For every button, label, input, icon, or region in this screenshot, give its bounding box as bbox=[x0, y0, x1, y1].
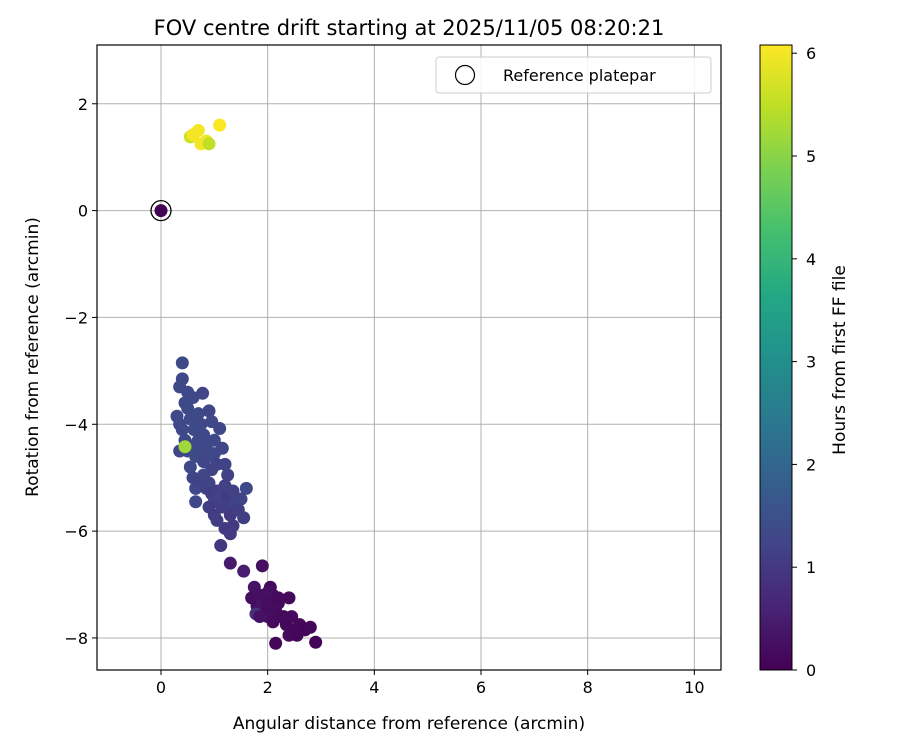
data-point bbox=[218, 457, 232, 471]
data-point bbox=[309, 635, 323, 649]
data-point bbox=[202, 476, 216, 490]
data-point bbox=[255, 559, 269, 573]
x-tick-label: 2 bbox=[263, 678, 273, 697]
y-tick-label: 0 bbox=[78, 202, 88, 221]
legend-entry-label: Reference platepar bbox=[503, 66, 656, 85]
data-point bbox=[154, 204, 168, 218]
chart-title: FOV centre drift starting at 2025/11/05 … bbox=[154, 16, 665, 40]
legend-marker-icon bbox=[454, 64, 476, 86]
x-tick-label: 8 bbox=[583, 678, 593, 697]
data-point bbox=[274, 610, 288, 624]
reference-marker-layer bbox=[150, 199, 172, 222]
y-tick-label: −8 bbox=[64, 629, 88, 648]
data-point bbox=[253, 610, 267, 624]
data-point bbox=[210, 513, 224, 527]
data-point bbox=[221, 468, 235, 482]
data-point bbox=[223, 556, 237, 570]
data-point bbox=[215, 441, 229, 455]
colorbar-tick-label: 4 bbox=[806, 250, 816, 269]
y-axis-ticks: 2 0 −2 −4 −6 −8 bbox=[64, 95, 97, 648]
colorbar-tick-label: 5 bbox=[806, 147, 816, 166]
colorbar-label: Hours from first FF file bbox=[830, 265, 850, 455]
data-point bbox=[282, 591, 296, 605]
data-point bbox=[285, 610, 299, 624]
data-points bbox=[154, 118, 323, 650]
data-point bbox=[196, 386, 210, 400]
data-point bbox=[234, 492, 248, 506]
data-point bbox=[199, 439, 213, 453]
legend: Reference platepar bbox=[435, 56, 712, 94]
data-point bbox=[263, 599, 277, 613]
data-point bbox=[194, 417, 208, 431]
data-point bbox=[237, 564, 251, 578]
colorbar bbox=[759, 44, 793, 671]
data-point bbox=[261, 586, 275, 600]
data-point bbox=[269, 636, 283, 650]
x-tick-label: 10 bbox=[684, 678, 704, 697]
reference-platepar-marker bbox=[150, 199, 172, 222]
grid bbox=[97, 45, 721, 670]
data-point bbox=[239, 481, 253, 495]
y-tick-label: 2 bbox=[78, 95, 88, 114]
x-tick-label: 4 bbox=[369, 678, 379, 697]
colorbar-tick-label: 0 bbox=[806, 661, 816, 680]
data-point bbox=[226, 484, 240, 498]
data-point bbox=[191, 407, 205, 421]
data-point bbox=[181, 401, 195, 415]
data-point bbox=[213, 422, 227, 436]
data-point bbox=[218, 521, 232, 535]
data-point bbox=[303, 620, 317, 634]
data-point bbox=[175, 356, 189, 370]
data-point bbox=[202, 404, 216, 418]
data-point bbox=[237, 511, 251, 525]
colorbar-tick-label: 6 bbox=[806, 44, 816, 63]
x-tick-label: 0 bbox=[156, 678, 166, 697]
data-point bbox=[214, 539, 228, 553]
data-point bbox=[189, 495, 203, 509]
colorbar-ticks: 0 1 2 3 4 5 6 bbox=[792, 44, 816, 680]
x-tick-label: 6 bbox=[476, 678, 486, 697]
data-point bbox=[175, 423, 189, 437]
x-axis-label: Angular distance from reference (arcmin) bbox=[233, 714, 585, 734]
data-point bbox=[183, 460, 197, 474]
y-axis-label: Rotation from reference (arcmin) bbox=[23, 217, 43, 497]
colorbar-tick-label: 2 bbox=[806, 455, 816, 474]
y-tick-label: −2 bbox=[64, 308, 88, 327]
data-point bbox=[178, 440, 192, 454]
plot-frame bbox=[96, 44, 722, 671]
colorbar-tick-label: 3 bbox=[806, 353, 816, 372]
data-point bbox=[186, 128, 200, 142]
data-point bbox=[290, 628, 304, 642]
y-tick-label: −6 bbox=[64, 522, 88, 541]
x-axis-ticks: 0 2 4 6 8 10 bbox=[156, 670, 705, 697]
data-point bbox=[213, 118, 227, 132]
colorbar-tick-label: 1 bbox=[806, 558, 816, 577]
data-point bbox=[271, 591, 285, 605]
y-tick-label: −4 bbox=[64, 415, 88, 434]
data-point bbox=[202, 137, 216, 151]
legend-box bbox=[435, 56, 712, 94]
